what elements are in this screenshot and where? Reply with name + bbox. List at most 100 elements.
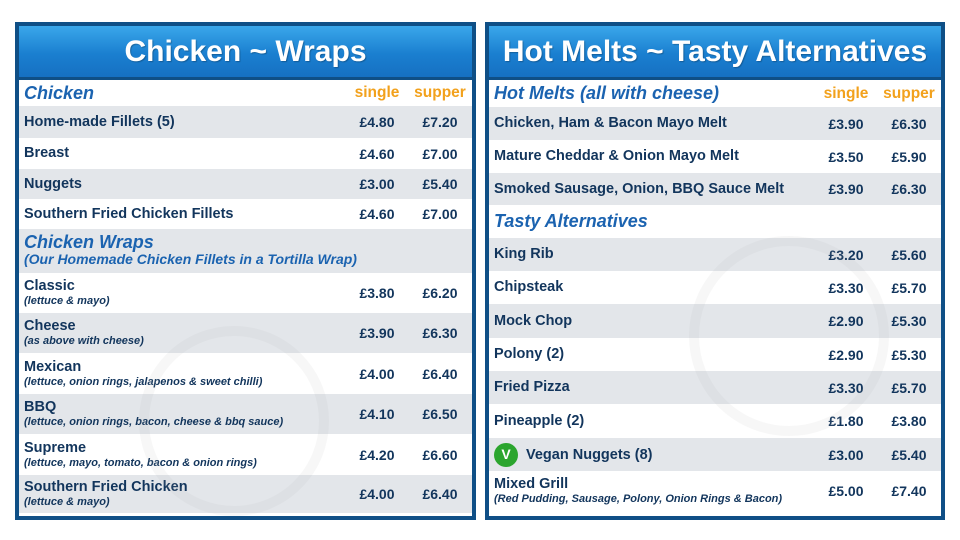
section-title: Chicken — [24, 82, 95, 103]
supper-price: £7.40 — [891, 483, 927, 499]
single-price: £3.50 — [828, 148, 864, 165]
panel-title: Hot Melts ~ Tasty Alternatives — [489, 26, 941, 80]
supper-price: £5.90 — [891, 148, 927, 165]
item-title: Supreme — [24, 439, 87, 456]
single-price: £3.20 — [828, 246, 864, 263]
menu-item: King Rib £3.20 £5.60 — [489, 238, 941, 271]
item-name: Mature Cheddar & Onion Mayo Melt — [494, 148, 739, 164]
menu-item: BBQ (lettuce, onion rings, bacon, cheese … — [19, 394, 472, 434]
item-name: Cheese (as above with cheese) — [19, 318, 346, 348]
single-price: £3.00 — [359, 176, 395, 192]
section-header-alternatives: Tasty Alternatives — [489, 205, 941, 238]
menu-item: Supreme (lettuce, mayo, tomato, bacon & o… — [19, 434, 472, 475]
supper-price: £5.70 — [891, 279, 927, 296]
item-name: King Rib — [494, 246, 554, 262]
menu-item: Polony (2) £2.90 £5.30 — [489, 338, 941, 371]
menu-item: Mock Chop £2.90 £5.30 — [489, 304, 941, 338]
single-price: £5.00 — [828, 483, 864, 499]
menu-item: Mexican (lettuce, onion rings, jalapenos … — [19, 353, 472, 394]
menu-item: Smoked Sausage, Onion, BBQ Sauce Melt £3… — [489, 173, 941, 205]
item-description: (lettuce, mayo, tomato, bacon & onion ri… — [24, 456, 257, 469]
menu-item: Mature Cheddar & Onion Mayo Melt £3.50 £… — [489, 140, 941, 173]
item-description: (Red Pudding, Sausage, Polony, Onion Rin… — [494, 493, 783, 505]
menu-item: V Vegan Nuggets (8) £3.00 £5.40 — [489, 438, 941, 471]
single-price: £3.30 — [828, 379, 864, 396]
supper-price: £5.30 — [891, 346, 927, 363]
item-name: Fried Pizza — [494, 379, 570, 395]
item-name: Nuggets — [24, 175, 82, 192]
supper-price: £5.70 — [891, 379, 927, 396]
single-price: £3.30 — [828, 279, 864, 296]
item-name: Pineapple (2) — [494, 412, 585, 429]
single-price: £4.00 — [359, 486, 395, 502]
item-title: Vegan Nuggets (8) — [526, 446, 653, 463]
item-name: Chipsteak — [494, 279, 564, 295]
single-column-label: single — [354, 84, 400, 101]
item-description: (lettuce & mayo) — [24, 496, 110, 508]
item-name: Classic (lettuce & mayo) — [19, 278, 346, 308]
single-price: £4.00 — [359, 365, 395, 382]
menu-item: Cheese (as above with cheese) £3.90 £6.30 — [19, 313, 472, 353]
menu-item: Fried Pizza £3.30 £5.70 — [489, 371, 941, 404]
single-price: £4.60 — [359, 145, 395, 162]
item-description: (lettuce, onion rings, bacon, cheese & b… — [24, 416, 284, 428]
item-description: (as above with cheese) — [24, 335, 144, 347]
menu-item: Mixed Grill (Red Pudding, Sausage, Polony… — [489, 471, 941, 511]
item-name: Breast — [24, 145, 70, 161]
supper-price: £6.20 — [422, 285, 458, 301]
supper-column-label: supper — [414, 84, 466, 101]
item-description: (lettuce & mayo) — [24, 295, 110, 307]
item-title: Classic — [24, 278, 75, 294]
item-name: BBQ (lettuce, onion rings, bacon, cheese … — [19, 399, 346, 429]
item-name: Mexican (lettuce, onion rings, jalapenos … — [19, 359, 346, 389]
single-price: £3.00 — [828, 446, 864, 463]
item-name: Supreme (lettuce, mayo, tomato, bacon & o… — [19, 440, 346, 470]
supper-price: £7.00 — [422, 206, 458, 222]
supper-price: £5.40 — [422, 176, 458, 192]
section-title: Tasty Alternatives — [494, 211, 648, 231]
menu-item: Pineapple (2) £1.80 £3.80 — [489, 404, 941, 438]
hot-melts-panel: Hot Melts ~ Tasty Alternatives Hot Melts… — [485, 22, 945, 520]
panel-title: Chicken ~ Wraps — [19, 26, 472, 80]
item-name: Home-made Fillets (5) — [24, 113, 175, 130]
item-title: Mixed Grill — [494, 476, 569, 492]
single-price: £1.80 — [828, 413, 864, 429]
vegan-icon: V — [494, 442, 518, 467]
single-price: £3.90 — [828, 181, 864, 197]
single-price: £4.60 — [359, 206, 395, 222]
supper-price: £7.00 — [422, 145, 458, 162]
item-title: Mexican — [24, 358, 82, 375]
single-column-label: single — [823, 84, 869, 102]
single-price: £3.80 — [359, 285, 395, 301]
supper-price: £6.40 — [422, 365, 458, 382]
supper-price: £6.30 — [422, 325, 458, 341]
item-title: Southern Fried Chicken — [24, 479, 188, 495]
supper-price: £5.30 — [891, 313, 927, 329]
supper-price: £5.40 — [891, 446, 927, 463]
section-header-wraps: Chicken Wraps (Our Homemade Chicken Fill… — [19, 229, 472, 273]
section-title-text: Chicken Wraps — [24, 232, 154, 252]
menu-item: Chicken, Ham & Bacon Mayo Melt £3.90 £6.… — [489, 107, 941, 140]
single-price: £2.90 — [828, 346, 864, 363]
supper-price: £6.30 — [891, 115, 927, 132]
item-name: Smoked Sausage, Onion, BBQ Sauce Melt — [494, 180, 785, 197]
single-price: £4.80 — [359, 114, 395, 130]
section-title: Chicken Wraps (Our Homemade Chicken Fill… — [19, 232, 472, 268]
item-name: Southern Fried Chicken (lettuce & mayo) — [19, 479, 346, 509]
single-price: £3.90 — [828, 115, 864, 132]
menu-item: Home-made Fillets (5) £4.80 £7.20 — [19, 106, 472, 138]
supper-price: £3.80 — [891, 413, 927, 429]
item-description: (lettuce, onion rings, jalapenos & sweet… — [24, 375, 263, 388]
single-price: £4.10 — [359, 406, 395, 422]
supper-price: £6.60 — [422, 446, 458, 463]
item-name: Polony (2) — [494, 346, 565, 362]
menu-item: Classic (lettuce & mayo) £3.80 £6.20 — [19, 273, 472, 313]
single-price: £3.90 — [359, 325, 395, 341]
section-header-chicken: Chicken single supper — [19, 80, 472, 106]
supper-price: £6.30 — [891, 181, 927, 197]
chicken-wraps-panel: Chicken ~ Wraps Chicken single supper Ho… — [15, 22, 476, 520]
supper-price: £5.60 — [891, 246, 927, 263]
supper-price: £7.20 — [422, 114, 458, 130]
section-subtitle: (Our Homemade Chicken Fillets in a Torti… — [24, 251, 357, 267]
section-title: Hot Melts (all with cheese) — [494, 83, 720, 103]
